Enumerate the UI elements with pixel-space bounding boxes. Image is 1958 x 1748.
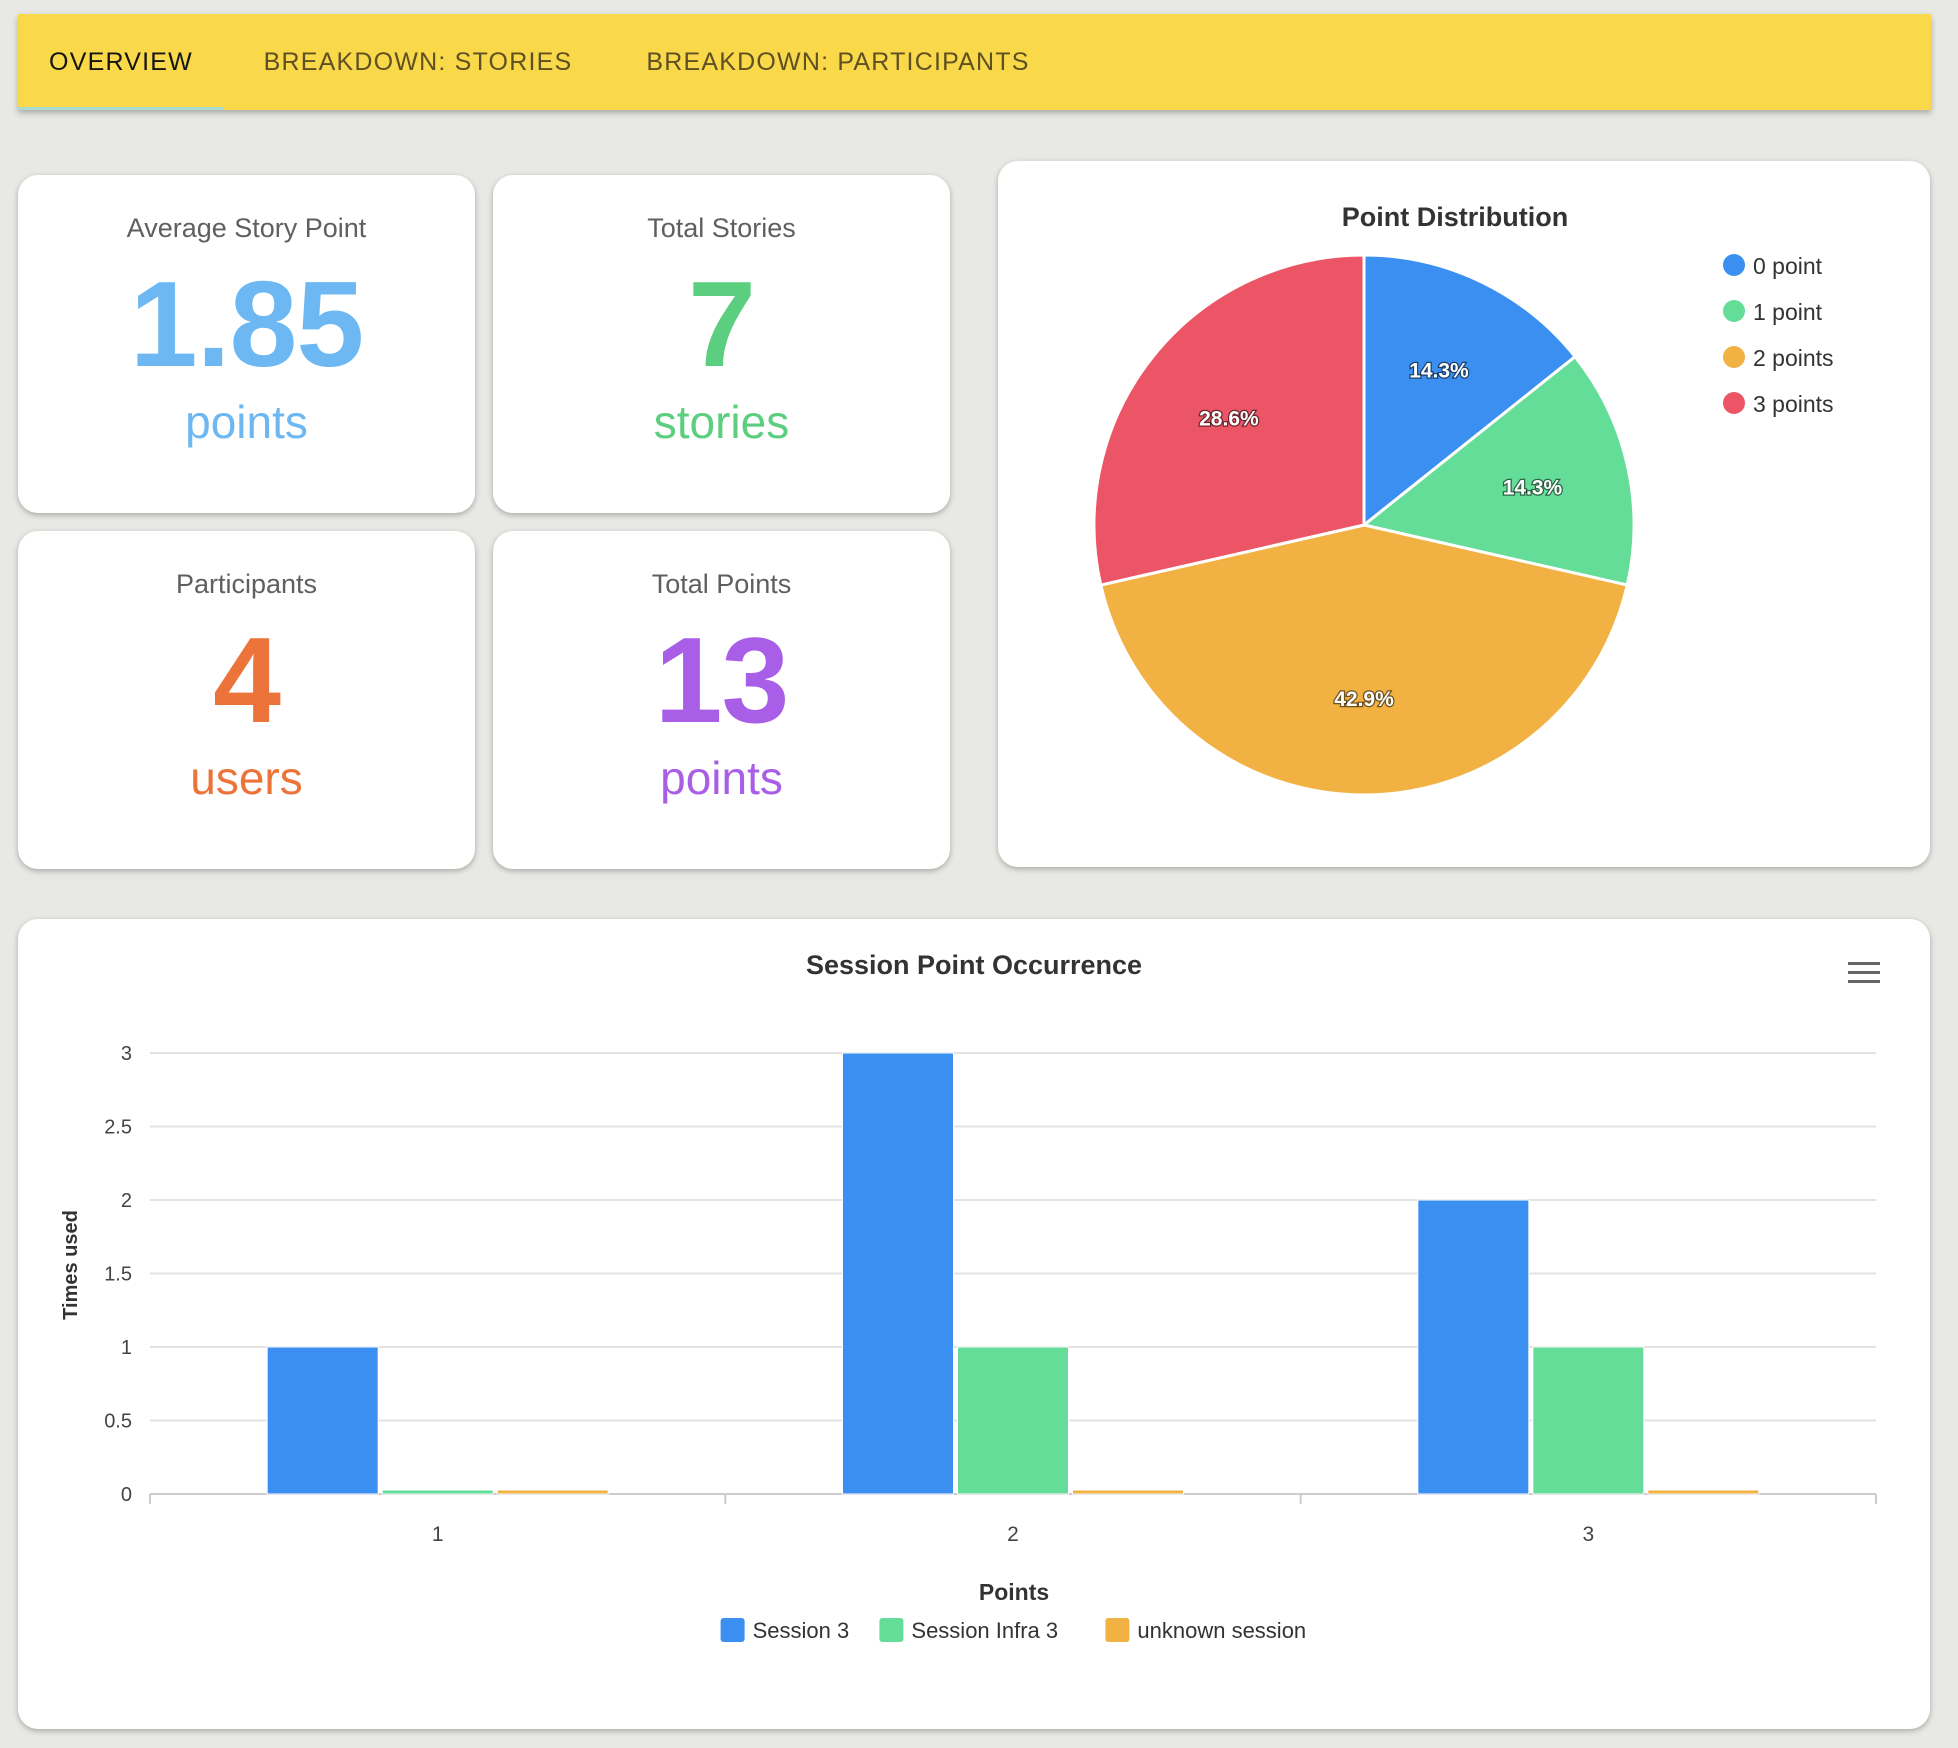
chart-title: Session Point Occurrence [806,950,1142,980]
legend-label: Session 3 [753,1618,850,1643]
legend-swatch [1105,1618,1130,1642]
stat-title: Participants [175,569,318,599]
total-stories-card: Total Stories 7 stories [493,175,950,513]
legend-item[interactable]: unknown session [1105,1618,1306,1643]
pie-slice[interactable] [1092,253,1366,587]
bar[interactable] [1532,1346,1645,1495]
tab-breakdown-stories[interactable]: BREAKDOWN: STORIES [263,48,573,76]
point-distribution-chart: Point Distribution 14.3% 14.3% 42.9% 28.6% 0… [1092,202,1834,797]
tab-breakdown-participants[interactable]: BREAKDOWN: PARTICIPANTS [646,48,1030,76]
participants-card: Participants 4 users [18,531,475,869]
legend-item[interactable]: 3 points [1723,391,1834,417]
total-points-card: Total Points 13 points [493,531,950,869]
bar[interactable] [496,1489,609,1495]
point-distribution-card: Point Distribution 14.3% 14.3% 42.9% 28.6% 0… [998,161,1930,867]
legend-item[interactable]: Session Infra 3 [879,1618,1058,1643]
y-tick-label: 2.5 [104,1117,132,1139]
legend-item[interactable]: 2 points [1723,345,1834,371]
pie-slice[interactable] [1360,354,1636,587]
stat-unit: points [185,396,308,448]
legend-swatch [1723,346,1745,368]
bar[interactable] [1072,1489,1184,1495]
y-tick-label: 3 [121,1043,132,1065]
pie-data-label: 28.6% [1199,407,1259,430]
legend-swatch [1723,254,1745,276]
legend-swatch [1723,300,1745,322]
legend-label: 1 point [1753,299,1823,325]
active-tab-indicator [18,107,224,110]
tab-overview[interactable]: OVERVIEW [49,48,193,76]
y-tick-label: 0 [121,1484,132,1506]
bar[interactable] [1417,1199,1530,1495]
x-axis-label: Points [979,1579,1049,1605]
pie-data-label: 14.3% [1503,477,1563,500]
pie-data-label: 42.9% [1334,688,1394,711]
bar[interactable] [266,1346,379,1495]
legend-item[interactable]: 1 point [1723,299,1823,325]
stat-title: Average Story Point [126,213,367,243]
x-tick-label: 3 [1582,1523,1594,1546]
bar[interactable] [957,1346,1069,1495]
legend-label: 3 points [1753,391,1834,417]
y-tick-label: 2 [121,1190,132,1212]
stat-unit: stories [653,396,790,448]
legend-label: Session Infra 3 [911,1618,1058,1643]
session-point-occurrence-chart: Session Point Occurrence Times used Poin… [60,950,1894,1643]
y-tick-label: 1.5 [104,1264,132,1286]
y-tick-label: 0.5 [104,1411,132,1433]
stat-value: 4 [213,612,281,748]
legend-swatch [720,1618,745,1642]
stat-unit: users [190,752,303,804]
pie-slice[interactable] [1098,523,1630,797]
stat-value: 1.85 [129,256,364,392]
legend-swatch [1723,392,1745,414]
legend-label: 0 point [1753,253,1823,279]
legend-label: 2 points [1753,345,1834,371]
stat-title: Total Points [651,569,792,599]
y-tick-label: 1 [121,1337,132,1359]
x-tick-label: 2 [1007,1523,1019,1546]
session-point-occurrence-card: Session Point Occurrence Times used Poin… [18,919,1930,1729]
stat-title: Total Stories [647,213,796,243]
average-story-point-card: Average Story Point 1.85 points [18,175,475,513]
x-tick-label: 1 [432,1523,444,1546]
legend-label: unknown session [1137,1618,1306,1643]
chart-title: Point Distribution [1342,202,1568,232]
hamburger-menu-icon[interactable] [1848,955,1894,991]
bar[interactable] [1647,1489,1760,1495]
stat-unit: points [660,752,783,804]
y-axis-label: Times used [60,1210,82,1320]
stat-value: 13 [654,612,790,748]
legend-item[interactable]: 0 point [1723,253,1823,279]
legend-swatch [879,1618,904,1642]
pie-slice[interactable] [1362,253,1578,529]
stat-value: 7 [688,256,756,392]
tab-bar: OVERVIEW BREAKDOWN: STORIES BREAKDOWN: P… [18,14,1931,110]
bar[interactable] [381,1489,494,1495]
pie-data-label: 14.3% [1409,359,1469,382]
legend-item[interactable]: Session 3 [720,1618,850,1643]
bar[interactable] [842,1052,954,1495]
